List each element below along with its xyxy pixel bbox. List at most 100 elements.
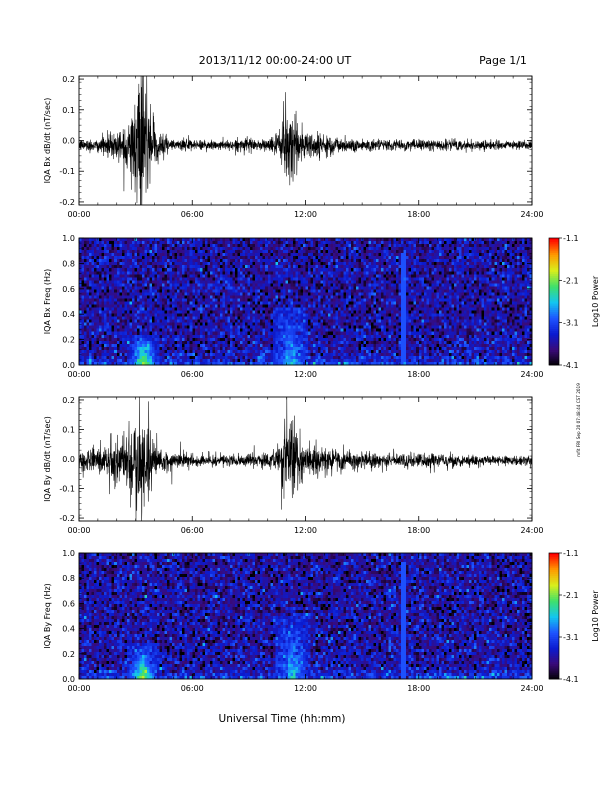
- spectrogram-cell: [202, 271, 206, 275]
- spectrogram-cell: [310, 247, 314, 251]
- spectrogram-cell: [300, 268, 304, 272]
- spectrogram-cell: [335, 298, 339, 302]
- spectrogram-cell: [224, 352, 228, 357]
- spectrogram-cell: [318, 304, 321, 308]
- spectrogram-cell: [295, 280, 299, 284]
- spectrogram-cell: [86, 355, 90, 360]
- spectrogram-cell: [230, 334, 233, 339]
- spectrogram-cell: [214, 265, 218, 269]
- spectrogram-cell: [295, 238, 299, 242]
- spectrogram-cell: [129, 328, 133, 333]
- spectrogram-cell: [232, 268, 236, 272]
- spectrogram-cell: [106, 322, 110, 326]
- spectrogram-cell: [86, 262, 90, 266]
- spectrogram-cell: [320, 241, 324, 245]
- spectrogram-cell: [338, 280, 342, 284]
- spectrogram-cell: [247, 343, 251, 348]
- spectrogram-cell: [109, 334, 113, 339]
- spectrogram-cell: [242, 250, 246, 254]
- spectrogram-cell: [345, 292, 349, 296]
- spectrogram-cell: [230, 304, 233, 308]
- spectrogram-cell: [300, 328, 304, 333]
- spectrogram-cell: [247, 358, 251, 363]
- spectrogram-cell: [146, 271, 150, 275]
- spectrogram-cell: [129, 316, 133, 320]
- spectrogram-cell: [209, 259, 213, 263]
- spectrogram-cell: [295, 310, 299, 314]
- spectrogram-cell: [81, 244, 85, 248]
- spectrogram-cell: [358, 340, 362, 345]
- spectrogram-cell: [323, 244, 326, 248]
- spectrogram-cell: [247, 253, 251, 257]
- spectrogram-cell: [237, 247, 241, 251]
- spectrogram-cell: [270, 322, 274, 326]
- spectrogram-cell: [270, 259, 274, 263]
- spectrogram-cell: [247, 250, 251, 254]
- spectrogram-cell: [272, 358, 276, 363]
- spectrogram-cell: [197, 265, 201, 269]
- spectrogram-cell: [363, 343, 367, 348]
- spectrogram-cell: [260, 310, 264, 314]
- spectrogram-cell: [345, 346, 349, 351]
- spectrogram-cell: [169, 358, 173, 363]
- spectrogram-cell: [99, 292, 102, 296]
- spectrogram-cell: [358, 316, 362, 320]
- spectrogram-cell: [167, 283, 170, 287]
- spectrogram-cell: [247, 298, 251, 302]
- spectrogram-cell: [154, 247, 158, 251]
- spectrogram-cell: [111, 286, 115, 290]
- spectrogram-cell: [114, 307, 118, 311]
- spectrogram-cell: [194, 340, 198, 345]
- spectrogram-cell: [134, 289, 138, 293]
- spectrogram-cell: [149, 298, 153, 302]
- spectrogram-cell: [230, 316, 233, 320]
- spectrogram-cell: [270, 247, 274, 251]
- spectrogram-cell: [272, 310, 276, 314]
- spectrogram-cell: [338, 316, 342, 320]
- spectrogram-cell: [116, 283, 120, 287]
- spectrogram-cell: [245, 310, 248, 314]
- spectrogram-cell: [131, 346, 135, 351]
- spectrogram-cell: [355, 358, 359, 363]
- spectrogram-cell: [119, 268, 123, 272]
- spectrogram-cell: [277, 250, 281, 254]
- spectrogram-cell: [174, 334, 178, 339]
- spectrogram-cell: [187, 295, 191, 299]
- spectrogram-cell: [363, 268, 367, 272]
- spectrogram-cell: [126, 283, 130, 287]
- spectrogram-cell: [363, 328, 367, 333]
- spectrogram-cell: [141, 298, 145, 302]
- spectrogram-cell: [194, 265, 198, 269]
- spectrogram-cell: [265, 274, 269, 278]
- spectrogram-cell: [192, 268, 196, 272]
- spectrogram-cell: [333, 346, 336, 351]
- spectrogram-cell: [109, 283, 113, 287]
- spectrogram-cell: [353, 256, 357, 260]
- spectrogram-cell: [89, 274, 92, 278]
- spectrogram-cell: [219, 325, 223, 330]
- spectrogram-cell: [260, 313, 264, 317]
- spectrogram-cell: [212, 304, 216, 308]
- spectrogram-cell: [141, 283, 145, 287]
- spectrogram-cell: [235, 286, 238, 290]
- spectrogram-cell: [323, 349, 326, 354]
- spectrogram-cell: [224, 355, 228, 360]
- spectrogram-cell: [197, 316, 201, 320]
- spectrogram-cell: [257, 262, 261, 266]
- spectrogram-cell: [285, 298, 289, 302]
- spectrogram-cell: [219, 313, 223, 317]
- spectrogram-cell: [192, 319, 196, 323]
- spectrogram-cell: [124, 343, 128, 348]
- spectrogram-cell: [139, 283, 143, 287]
- spectrogram-cell: [310, 238, 314, 242]
- spectrogram-cell: [320, 355, 324, 360]
- spectrogram-cell: [157, 322, 160, 326]
- spectrogram-cell: [99, 286, 102, 290]
- spectrogram-cell: [245, 283, 248, 287]
- spectrogram-cell: [106, 355, 110, 360]
- spectrogram-cell: [136, 310, 140, 314]
- spectrogram-cell: [353, 331, 357, 336]
- spectrogram-cell: [219, 319, 223, 323]
- spectrogram-cell: [86, 358, 90, 363]
- spectrogram-cell: [124, 358, 128, 363]
